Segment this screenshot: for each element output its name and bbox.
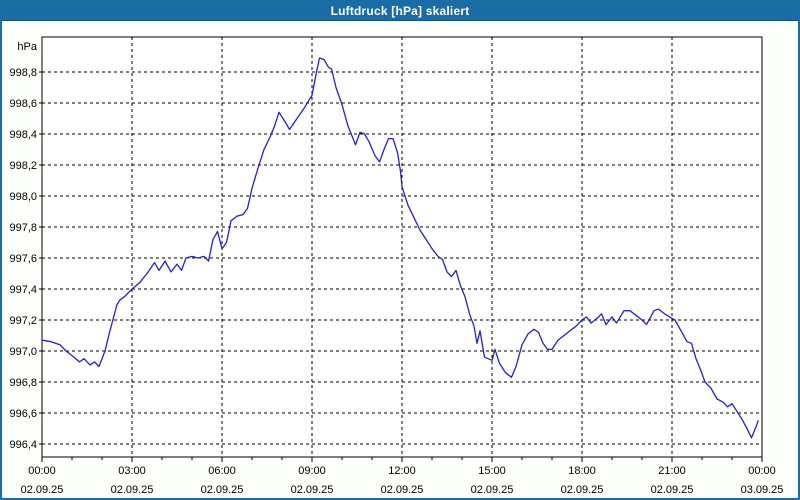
pressure-series-line	[41, 57, 759, 439]
x-tick-time-label: 15:00	[478, 465, 506, 477]
x-tick-date-label: 02.09.25	[471, 484, 514, 496]
y-tick-label: 997,2	[9, 315, 37, 327]
x-tick-date-label: 02.09.25	[381, 484, 424, 496]
x-tick-time-label: 00:00	[28, 465, 56, 477]
y-tick-label: 998,0	[9, 191, 37, 203]
x-tick-time-label: 09:00	[298, 465, 326, 477]
x-tick-date-label: 02.09.25	[21, 484, 64, 496]
x-tick-date-label: 02.09.25	[111, 484, 154, 496]
x-tick-time-label: 03:00	[118, 465, 146, 477]
y-tick-label: 997,0	[9, 346, 37, 358]
chart-area: 998,8 998,6 998,4 998,2 998,0 997,8 997,6 997,4…	[2, 21, 798, 497]
x-tick-time-label: 21:00	[658, 465, 686, 477]
x-tick-date-label: 02.09.25	[201, 484, 244, 496]
window-title: Luftdruck [hPa] skaliert	[330, 4, 470, 18]
y-tick-label: 997,4	[9, 284, 37, 296]
x-tick-time-label: 00:00	[748, 465, 776, 477]
y-tick-label: 997,6	[9, 253, 37, 265]
x-tick-time-label: 18:00	[568, 465, 596, 477]
y-tick-label: 997,8	[9, 222, 37, 234]
y-tick-label: 996,4	[9, 439, 37, 451]
y-tick-label: 998,6	[9, 98, 37, 110]
x-tick-date-label: 03.09.25	[741, 484, 784, 496]
window-title-bar: Luftdruck [hPa] skaliert	[2, 2, 798, 21]
y-axis-unit-label: hPa	[17, 41, 37, 53]
y-tick-label: 998,8	[9, 67, 37, 79]
y-tick-label: 996,8	[9, 377, 37, 389]
y-tick-label: 998,2	[9, 160, 37, 172]
x-tick-time-label: 12:00	[388, 465, 416, 477]
x-tick-date-label: 02.09.25	[561, 484, 604, 496]
y-tick-label: 998,4	[9, 129, 37, 141]
y-tick-label: 996,6	[9, 408, 37, 420]
x-tick-time-label: 06:00	[208, 465, 236, 477]
x-tick-date-label: 02.09.25	[651, 484, 694, 496]
pressure-line-chart: 998,8 998,6 998,4 998,2 998,0 997,8 997,6 997,4…	[9, 36, 784, 496]
plot-frame	[41, 36, 763, 458]
x-tick-date-label: 02.09.25	[291, 484, 334, 496]
